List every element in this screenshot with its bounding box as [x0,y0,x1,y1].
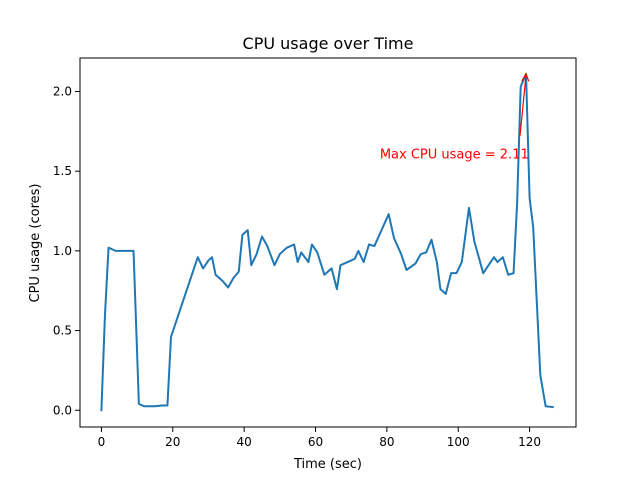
series-line-0 [100,72,554,412]
x-axis-label: Time (sec) [293,457,362,472]
chart-title: CPU usage over Time [243,34,414,53]
y-tick-label: 0.5 [53,324,72,338]
max-cpu-annotation-label: Max CPU usage = 2.11 [380,148,529,163]
x-tick-label: 120 [518,435,541,449]
y-axis-label: CPU usage (cores) [28,184,43,303]
x-tick-label: 40 [237,435,252,449]
axes-frame [79,57,577,428]
x-tick-label: 20 [165,435,180,449]
x-tick-label: 80 [379,435,394,449]
plot-area: 0 20 40 60 80 100 120 0.0 0.5 1.0 1.5 2.0 [53,57,577,449]
y-tick-label: 0.0 [53,403,72,417]
x-tick-label: 0 [98,435,106,449]
y-tick-label: 2.0 [53,84,72,98]
x-tick-label: 60 [308,435,323,449]
annotation-arrow [519,74,527,137]
annotation-arrowhead [521,72,530,82]
y-tick-label: 1.0 [53,244,72,258]
y-tick-label: 1.5 [53,164,72,178]
x-tick-label: 100 [447,435,470,449]
